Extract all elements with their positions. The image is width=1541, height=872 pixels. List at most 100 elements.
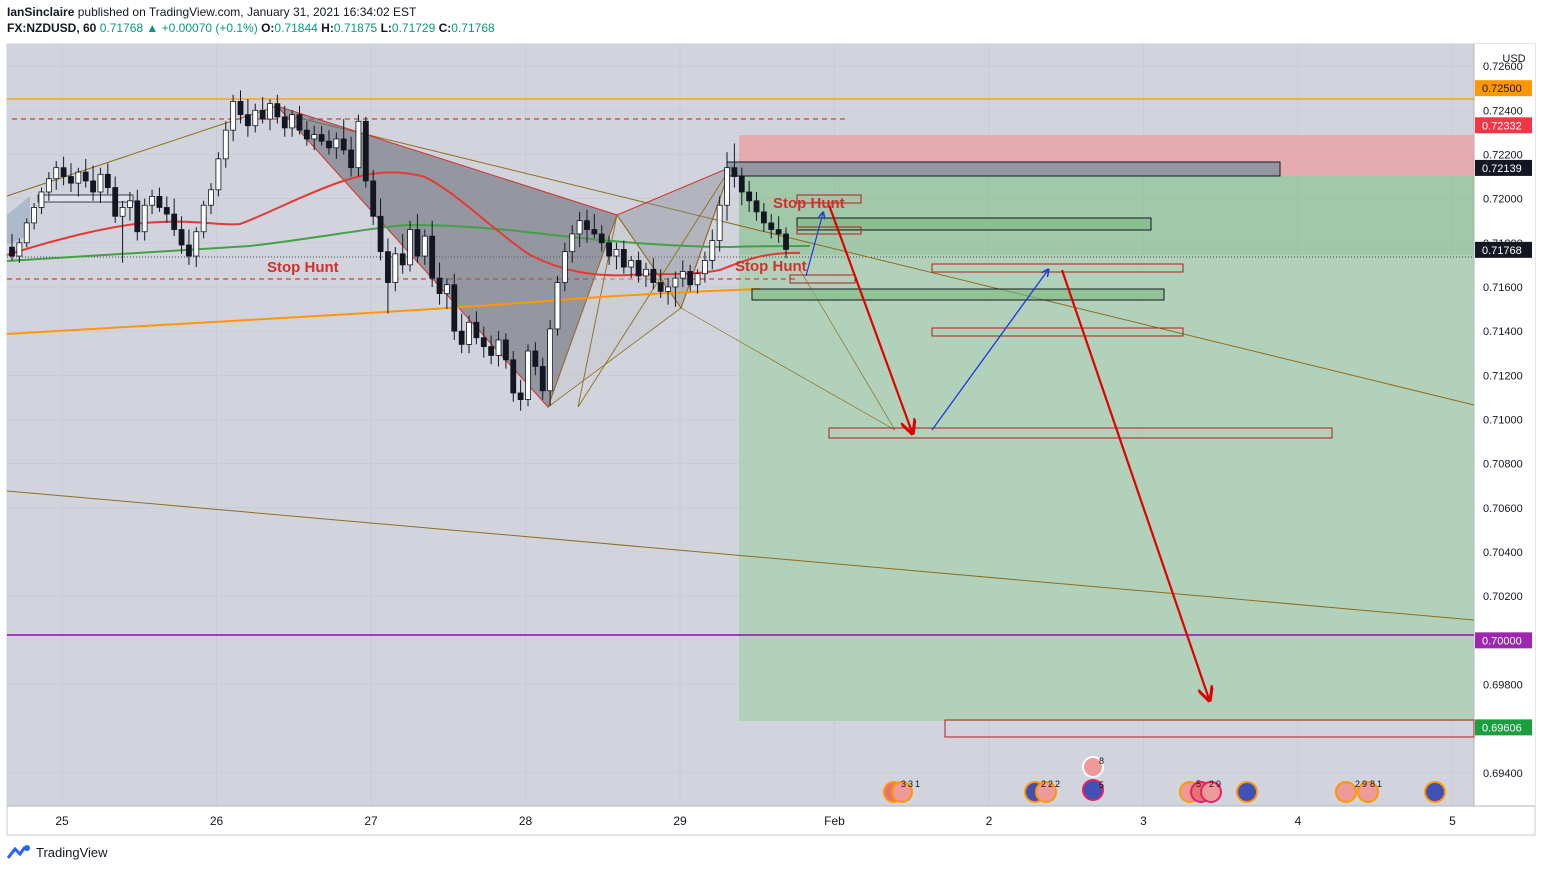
stop-hunt-label: Stop Hunt [267, 259, 339, 276]
candle-body [532, 350, 539, 367]
candle-body [244, 114, 251, 127]
candle-body [598, 233, 605, 244]
candle-body [517, 392, 524, 400]
price-badge-label: 0.70000 [1482, 635, 1522, 647]
zone-box-red-3 [931, 263, 1184, 273]
candle-body [178, 229, 185, 246]
nz-flag-icon[interactable] [1082, 779, 1104, 801]
y-tick-label: 0.72200 [1483, 149, 1523, 161]
us-flag-icon[interactable] [1035, 781, 1057, 803]
event-count: 9 [1216, 779, 1221, 789]
candle-body [591, 229, 598, 235]
candle-body [473, 321, 480, 339]
event-icon-group[interactable]: 3 3 1 [883, 779, 920, 803]
candle-body [348, 149, 354, 169]
candle-body [576, 220, 583, 235]
zone-box-green-1 [796, 217, 1152, 231]
zone-box-red-2 [796, 226, 862, 235]
nz-flag-icon[interactable] [1424, 781, 1446, 803]
candle-body [480, 337, 487, 347]
candle-body [16, 242, 23, 257]
candle-body [259, 109, 266, 120]
low-value: 0.71729 [391, 21, 436, 35]
candle-body [31, 207, 38, 224]
candle-body [746, 191, 753, 202]
us-flag-icon[interactable] [1335, 781, 1357, 803]
candle-body [768, 222, 775, 230]
candle-body [488, 346, 495, 356]
us-flag-icon[interactable] [1082, 756, 1104, 778]
price-badge [1475, 117, 1532, 134]
x-tick-label: 25 [55, 814, 69, 828]
trendline-upper [294, 116, 1475, 406]
candle-body [38, 191, 45, 208]
event-count: 2 [1041, 779, 1046, 789]
event-count: 9 [1362, 779, 1367, 789]
candle-body [679, 271, 686, 279]
candle-body [783, 233, 789, 250]
event-count: 2 [1209, 779, 1214, 789]
x-tick-label: Feb [824, 814, 845, 828]
event-count: 5 [1196, 779, 1201, 789]
y-tick-label: 0.72600 [1483, 61, 1523, 73]
y-tick-label: 0.72000 [1483, 194, 1523, 206]
tradingview-logo-icon[interactable] [7, 844, 31, 860]
candle-body [156, 195, 163, 208]
price-badge-label: 0.72139 [1482, 163, 1522, 175]
candle-body [45, 178, 52, 193]
symbol-label[interactable]: FX:NZDUSD, 60 [7, 21, 97, 35]
y-tick-label: 0.70800 [1483, 459, 1523, 471]
candle-body [370, 180, 377, 217]
candle-body [613, 249, 620, 257]
zone-box-green-2 [751, 288, 1165, 301]
nz-flag-icon[interactable] [1236, 781, 1258, 803]
event-icon-group[interactable]: 2 2 2 [1024, 779, 1060, 803]
price-badge-label: 0.72332 [1482, 120, 1522, 132]
candle-body [458, 330, 465, 345]
annotation-layer: Stop Hunt Stop Hunt Stop Hunt [267, 195, 845, 276]
event-icon-group[interactable]: 2 9 8 1 [1335, 779, 1382, 803]
candle-body [561, 251, 568, 283]
price-badge [1475, 241, 1532, 258]
price-badges: 0.72500 0.72332 0.72139 0.71768 0.70000 0.696… [1475, 80, 1532, 736]
candle-body [724, 167, 730, 206]
event-count: 2 [1048, 779, 1053, 789]
chart-header: IanSinclaire published on TradingView.co… [7, 4, 495, 36]
candle-body [68, 176, 74, 184]
candle-body [650, 268, 657, 283]
candle-body [628, 260, 635, 268]
y-tick-labels: 0.726000.724000.722000.720000.718000.716… [7, 61, 1523, 780]
author-name[interactable]: IanSinclaire [7, 5, 75, 19]
candle-body [60, 167, 67, 177]
price-badge-label: 0.71768 [1482, 245, 1522, 257]
y-tick-label: 0.72400 [1483, 105, 1523, 117]
candle-body [436, 277, 443, 294]
candle-body [510, 359, 517, 394]
us-flag-icon[interactable] [1200, 781, 1222, 803]
event-icon-group[interactable]: 5 2 9 [1179, 779, 1222, 803]
arrow-down-red-1 [827, 204, 912, 432]
candle-body [289, 114, 296, 129]
candle-body [112, 187, 119, 217]
brand-name[interactable]: TradingView [36, 844, 108, 860]
arrow-up-blue-1 [931, 270, 1048, 431]
event-icon-group[interactable]: 8 5 [1082, 756, 1104, 801]
us-flag-icon[interactable] [891, 781, 913, 803]
event-count: 3 [901, 779, 906, 789]
candle-body [90, 180, 96, 193]
candle-body [620, 249, 627, 268]
event-count: 5 [1099, 780, 1104, 790]
low-label: L: [380, 21, 392, 35]
us-flag-icon[interactable] [1357, 781, 1379, 803]
zone-box-top [726, 161, 1281, 177]
price-badge [1475, 159, 1532, 176]
up-arrow-icon: ▲ [146, 21, 159, 35]
price-badge-label: 0.72500 [1482, 83, 1522, 95]
economic-events[interactable]: 3 3 1 2 2 2 8 5 5 2 9 2 [883, 756, 1446, 803]
projection-line [680, 307, 896, 431]
y-tick-label: 0.70400 [1483, 547, 1523, 559]
candle-body [23, 222, 30, 244]
candle-body [267, 103, 273, 120]
candle-body [709, 240, 716, 261]
